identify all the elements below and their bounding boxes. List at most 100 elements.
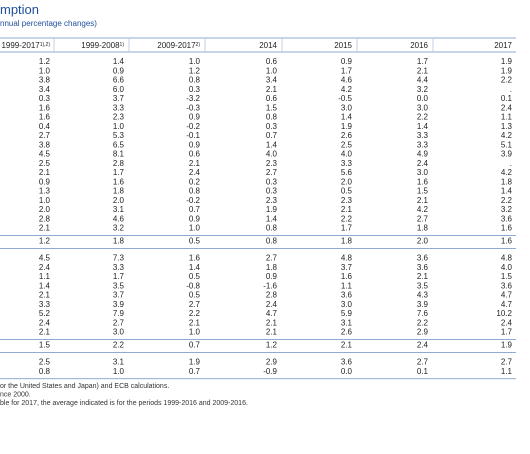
cell: 0.9 xyxy=(189,214,201,223)
cell: 1.1 xyxy=(341,281,353,290)
cell: 2.9 xyxy=(266,358,278,367)
total-cell: 2.0 xyxy=(417,237,429,246)
column-label: 1999-2017 xyxy=(1,41,40,50)
cell: 1.6 xyxy=(189,254,201,263)
column-note: 1),2) xyxy=(40,42,51,48)
cell: 1.3 xyxy=(501,122,513,131)
cell: 0.9 xyxy=(341,57,353,66)
cell: 1.8 xyxy=(501,177,513,186)
cell: . xyxy=(510,85,512,94)
cell: 3.4 xyxy=(266,76,278,85)
cell: 2.2 xyxy=(417,318,429,327)
cell: 2.7 xyxy=(501,358,513,367)
cell: 5.1 xyxy=(501,140,513,149)
cell: 2.1 xyxy=(39,168,51,177)
cell: -0.1 xyxy=(186,131,200,140)
cell: 0.1 xyxy=(501,94,513,103)
cell: 1.9 xyxy=(501,66,513,75)
column-header: 1999-20171),2) xyxy=(1,41,50,50)
cell: 2.4 xyxy=(501,318,513,327)
cell: 4.0 xyxy=(266,150,278,159)
column-header: 2014 xyxy=(259,41,277,50)
cell: 1.4 xyxy=(39,281,51,290)
cell: 2.8 xyxy=(113,159,125,168)
cell: 2.7 xyxy=(39,131,51,140)
cell: 1.6 xyxy=(39,103,51,112)
cell: 2.8 xyxy=(266,291,278,300)
cell: 4.0 xyxy=(341,150,353,159)
cell: 1.8 xyxy=(417,224,429,233)
cell: 3.3 xyxy=(113,263,125,272)
cell: 5.3 xyxy=(113,131,125,140)
cell: 0.7 xyxy=(189,367,201,376)
column-label: 2015 xyxy=(334,41,352,50)
cell: 0.1 xyxy=(417,367,429,376)
cell: 4.2 xyxy=(501,168,513,177)
cell: 2.3 xyxy=(266,159,278,168)
cell: 3.6 xyxy=(417,263,429,272)
cell: -0.2 xyxy=(186,122,200,131)
cell: 6.6 xyxy=(113,76,125,85)
cell: 2.2 xyxy=(341,214,353,223)
cell: 0.5 xyxy=(189,291,201,300)
cell: 2.1 xyxy=(39,224,51,233)
cell: 1.6 xyxy=(417,177,429,186)
cell: 3.0 xyxy=(341,103,353,112)
cell: 0.6 xyxy=(189,150,201,159)
cell: 3.3 xyxy=(417,140,429,149)
cell: 2.1 xyxy=(417,66,429,75)
cell: 3.0 xyxy=(417,168,429,177)
total-cell: 2.2 xyxy=(113,341,125,350)
cell: 4.2 xyxy=(417,205,429,214)
cell: 0.9 xyxy=(113,66,125,75)
column-header: 2009-20172) xyxy=(157,41,200,50)
cell: 0.3 xyxy=(266,122,278,131)
cell: 2.2 xyxy=(501,76,513,85)
cell: 1.7 xyxy=(501,328,513,337)
cell: 3.7 xyxy=(113,94,125,103)
cell: 2.7 xyxy=(417,358,429,367)
cell: 1.4 xyxy=(113,57,125,66)
cell: 2.0 xyxy=(113,196,125,205)
cell: 2.1 xyxy=(39,328,51,337)
footnote: or the United States and Japan) and ECB … xyxy=(0,383,169,390)
cell: 2.1 xyxy=(266,85,278,94)
cell: 1.6 xyxy=(501,224,513,233)
cell: 4.2 xyxy=(501,131,513,140)
cell: 0.3 xyxy=(266,177,278,186)
footnote: nce 2000. xyxy=(0,391,31,398)
cell: 3.1 xyxy=(113,205,125,214)
column-header: 1999-20081) xyxy=(81,41,124,50)
cell: 1.0 xyxy=(189,224,201,233)
cell: 1.1 xyxy=(501,113,513,122)
cell: 1.9 xyxy=(266,205,278,214)
column-label: 2009-2017 xyxy=(157,41,196,50)
cell: 1.1 xyxy=(39,272,51,281)
cell: 2.0 xyxy=(341,177,353,186)
total-cell: 1.8 xyxy=(113,237,125,246)
total-cell: 1.5 xyxy=(39,341,51,350)
cell: 4.5 xyxy=(39,254,51,263)
cell: -0.3 xyxy=(186,103,200,112)
cell: 2.3 xyxy=(113,113,125,122)
cell: 1.4 xyxy=(341,113,353,122)
cell: 3.4 xyxy=(39,85,51,94)
cell: 0.0 xyxy=(341,367,353,376)
cell: 1.2 xyxy=(189,66,201,75)
cell: 2.2 xyxy=(189,309,201,318)
cell: 1.7 xyxy=(341,66,353,75)
cell: 6.5 xyxy=(113,140,125,149)
cell: 4.6 xyxy=(113,214,125,223)
footnote: ble for 2017, the average indicated is f… xyxy=(0,400,248,407)
cell: 1.7 xyxy=(417,57,429,66)
cell: 0.9 xyxy=(189,113,201,122)
cell: 3.8 xyxy=(39,140,51,149)
cell: 1.9 xyxy=(189,358,201,367)
cell: 10.2 xyxy=(496,309,512,318)
cell: 3.0 xyxy=(341,300,353,309)
cell: 2.2 xyxy=(417,113,429,122)
cell: 2.4 xyxy=(417,159,429,168)
cell: 3.9 xyxy=(417,300,429,309)
cell: 3.1 xyxy=(341,318,353,327)
cell: 7.9 xyxy=(113,309,125,318)
